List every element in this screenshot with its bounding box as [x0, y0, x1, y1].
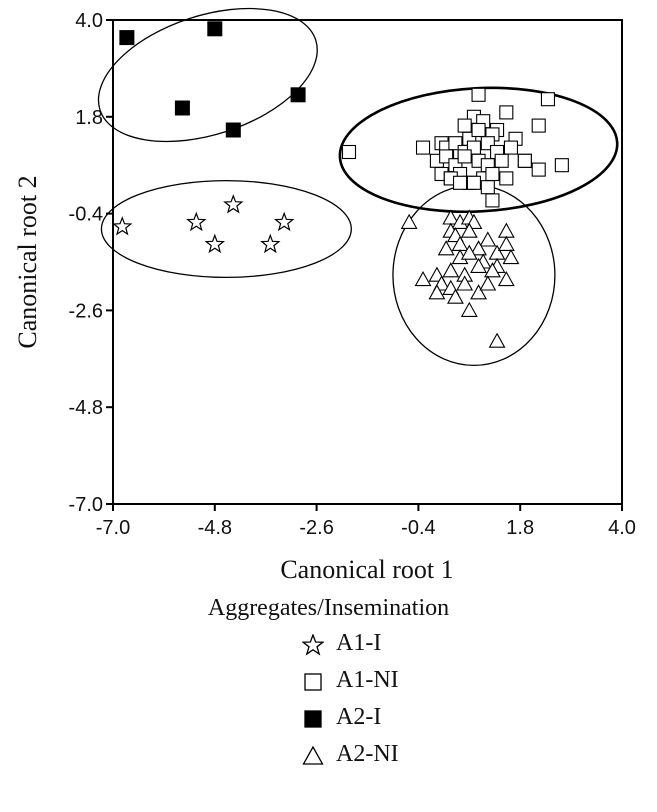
x-tick-label: 4.0 — [608, 517, 636, 539]
point-a2-i — [290, 87, 306, 103]
ellipse-a1-i — [100, 179, 352, 279]
x-tick-label: -7.0 — [96, 517, 130, 539]
point-a1-ni — [494, 153, 509, 168]
point-a2-ni — [488, 332, 506, 348]
point-a1-i — [260, 233, 281, 254]
point-a1-ni — [457, 149, 472, 164]
point-a1-ni — [485, 166, 500, 182]
point-a2-ni — [479, 275, 497, 291]
point-a2-i — [119, 30, 135, 46]
point-a2-ni — [400, 213, 418, 229]
point-a1-ni — [457, 118, 472, 133]
legend-label: A1-NI — [336, 667, 399, 693]
point-a1-ni — [499, 171, 514, 186]
open-square-icon — [304, 673, 322, 691]
y-tick-label: 1.8 — [75, 107, 103, 129]
point-a2-ni — [470, 257, 487, 273]
point-a1-ni — [480, 180, 495, 195]
star-icon — [302, 634, 324, 656]
point-a2-i — [174, 100, 190, 116]
point-a2-ni — [470, 240, 487, 256]
point-a2-i — [225, 122, 241, 138]
ellipse-layer — [97, 7, 619, 367]
x-tick-label: -4.8 — [198, 517, 232, 539]
point-a2-ni — [460, 244, 478, 260]
point-a1-ni — [554, 158, 569, 173]
legend-label: A2-I — [336, 704, 382, 730]
legend: Aggregates/Insemination A1-I A1-NI A2-I … — [0, 595, 657, 778]
point-a2-ni — [442, 262, 460, 278]
point-a2-ni — [497, 222, 515, 238]
point-a1-i — [204, 233, 226, 254]
point-a2-ni — [470, 284, 487, 300]
y-tick-label: -0.4 — [69, 204, 103, 226]
point-a2-ni — [479, 231, 497, 247]
legend-item-a1-i: A1-I — [0, 630, 657, 667]
point-a1-i — [273, 211, 295, 232]
point-a1-ni — [485, 193, 500, 208]
point-a1-ni — [531, 162, 546, 177]
x-tick-label: -2.6 — [299, 517, 333, 539]
point-a1-i — [223, 194, 244, 214]
point-a2-ni — [446, 288, 464, 304]
point-a1-ni — [452, 175, 468, 190]
point-a1-ni — [341, 144, 357, 160]
point-a2-ni — [437, 240, 455, 256]
x-axis-label: Canonical root 1 — [280, 555, 453, 584]
point-a1-ni — [503, 140, 518, 155]
point-a2-ni — [460, 301, 478, 317]
legend-title: Aggregates/Insemination — [207, 595, 450, 621]
point-a1-ni — [471, 87, 486, 102]
point-a1-ni — [415, 140, 431, 155]
point-a1-ni — [466, 175, 481, 190]
y-tick-label: -2.6 — [69, 300, 103, 322]
point-a2-ni — [497, 270, 515, 287]
point-a2-ni — [456, 275, 474, 291]
point-a1-i — [112, 216, 133, 236]
x-tick-label: 1.8 — [506, 517, 534, 539]
marker-layer — [112, 21, 569, 348]
x-tick-label: -0.4 — [401, 517, 435, 539]
point-a2-ni — [484, 262, 501, 278]
y-axis-label: Canonical root 2 — [13, 175, 42, 348]
y-tick-label: -7.0 — [69, 494, 103, 516]
legend-item-a1-ni: A1-NI — [0, 667, 657, 704]
legend-label: A1-I — [336, 630, 382, 656]
point-a2-ni — [414, 270, 432, 287]
y-tick-label: -4.8 — [69, 397, 103, 419]
legend-item-a2-ni: A2-NI — [0, 741, 657, 778]
y-tick-label: 4.0 — [75, 10, 103, 32]
point-a1-ni — [531, 118, 546, 133]
legend-label: A2-NI — [336, 741, 399, 767]
point-a2-ni — [497, 235, 515, 251]
open-triangle-icon — [302, 745, 324, 765]
legend-item-a2-i: A2-I — [0, 704, 657, 741]
point-a2-ni — [460, 222, 478, 238]
point-a1-i — [186, 211, 207, 232]
point-a1-ni — [499, 105, 514, 120]
scatter-plot: -7.0 -4.8 -2.6 -0.4 1.8 4.0 4.0 1.8 -0.4 -2.6 -4.8… — [13, 7, 636, 584]
point-a2-i — [207, 21, 223, 37]
filled-square-icon — [304, 710, 322, 728]
point-a1-ni — [471, 122, 486, 138]
point-a2-ni — [428, 284, 446, 300]
tick-layer: -7.0 -4.8 -2.6 -0.4 1.8 4.0 4.0 1.8 -0.4 -2.6 -4.8… — [69, 10, 636, 539]
point-a2-ni — [502, 248, 520, 265]
point-a1-ni — [517, 153, 532, 168]
point-a1-ni — [540, 92, 556, 107]
plot-frame — [112, 19, 623, 505]
